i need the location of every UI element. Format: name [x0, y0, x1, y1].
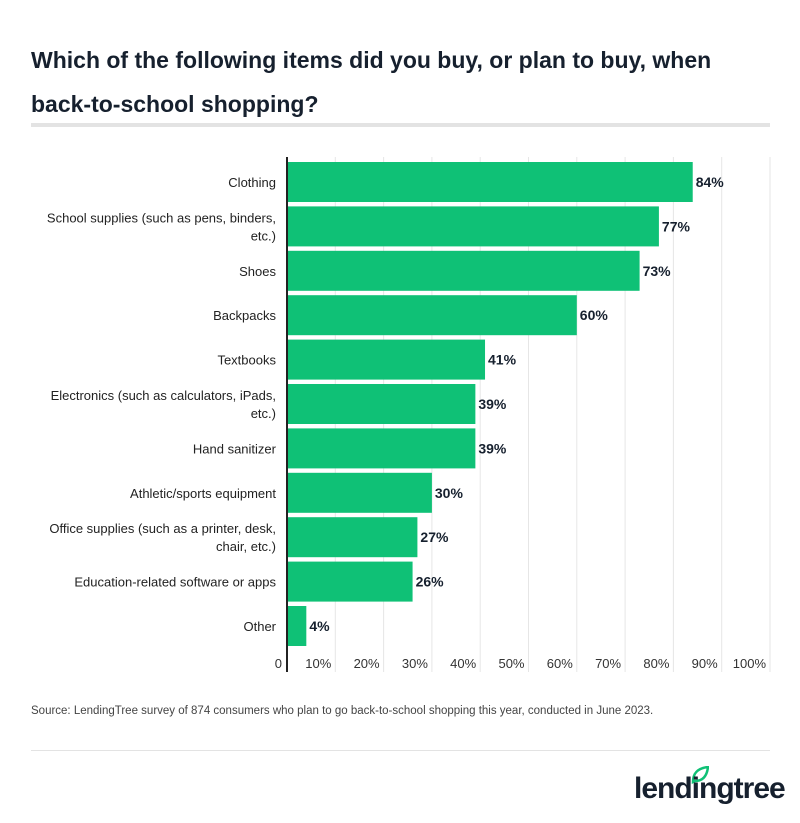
data-label: 27%: [420, 529, 449, 545]
category-label: Office supplies (such as a printer, desk…: [49, 521, 276, 536]
chart-title: Which of the following items did you buy…: [31, 47, 712, 117]
leaf-icon: [691, 766, 709, 784]
x-tick-label: 80%: [643, 656, 669, 671]
category-label: Electronics (such as calculators, iPads,: [51, 388, 276, 403]
category-label: Athletic/sports equipment: [130, 486, 276, 501]
data-label: 39%: [478, 396, 507, 412]
bar: [287, 472, 432, 513]
footer-divider: [31, 750, 770, 751]
bar: [287, 384, 476, 424]
category-label: etc.): [251, 406, 276, 421]
bar: [287, 250, 640, 291]
data-label: 39%: [478, 440, 507, 456]
x-tick-label: 70%: [595, 656, 621, 671]
bar-chart: 0 10% 20% 30% 40% 50% 60% 70% 80% 90% 100% 84% Cloth…: [47, 157, 771, 672]
category-label: Shoes: [239, 264, 276, 279]
x-tick-label: 100%: [733, 656, 767, 671]
data-label: 41%: [488, 352, 517, 368]
x-tick-label: 90%: [692, 656, 718, 671]
category-label: Clothing: [228, 175, 276, 190]
bar: [287, 339, 486, 380]
lendingtree-logo: lendingtree: [634, 766, 786, 806]
x-tick-label: 60%: [547, 656, 573, 671]
x-tick-label: 40%: [450, 656, 476, 671]
x-tick-label: 30%: [402, 656, 428, 671]
bar: [287, 517, 418, 558]
data-label: 77%: [662, 218, 691, 234]
data-label: 30%: [435, 485, 464, 501]
bar: [287, 206, 659, 247]
bar: [287, 561, 413, 602]
data-label: 26%: [416, 574, 445, 590]
source-note: Source: LendingTree survey of 874 consum…: [31, 705, 654, 717]
data-label: 60%: [580, 307, 609, 323]
logo-text: lendingtree: [634, 772, 786, 805]
category-label: chair, etc.): [216, 539, 276, 554]
x-tick-label: 10%: [305, 656, 331, 671]
category-label: Backpacks: [213, 308, 276, 323]
data-label: 73%: [643, 263, 672, 279]
data-label: 4%: [309, 618, 330, 634]
title-divider: [31, 123, 770, 127]
category-label: Hand sanitizer: [193, 441, 277, 456]
category-label: Other: [243, 619, 276, 634]
category-label: etc.): [251, 228, 276, 243]
bar: [287, 606, 307, 646]
x-tick-label: 20%: [354, 656, 380, 671]
data-label: 84%: [696, 174, 725, 190]
bar: [287, 428, 476, 469]
category-label: School supplies (such as pens, binders,: [47, 210, 276, 225]
x-tick-label: 0: [275, 656, 282, 671]
category-label: Education-related software or apps: [74, 575, 276, 590]
bar: [287, 162, 693, 202]
bar: [287, 295, 577, 336]
category-label: Textbooks: [217, 353, 276, 368]
x-tick-label: 50%: [498, 656, 524, 671]
